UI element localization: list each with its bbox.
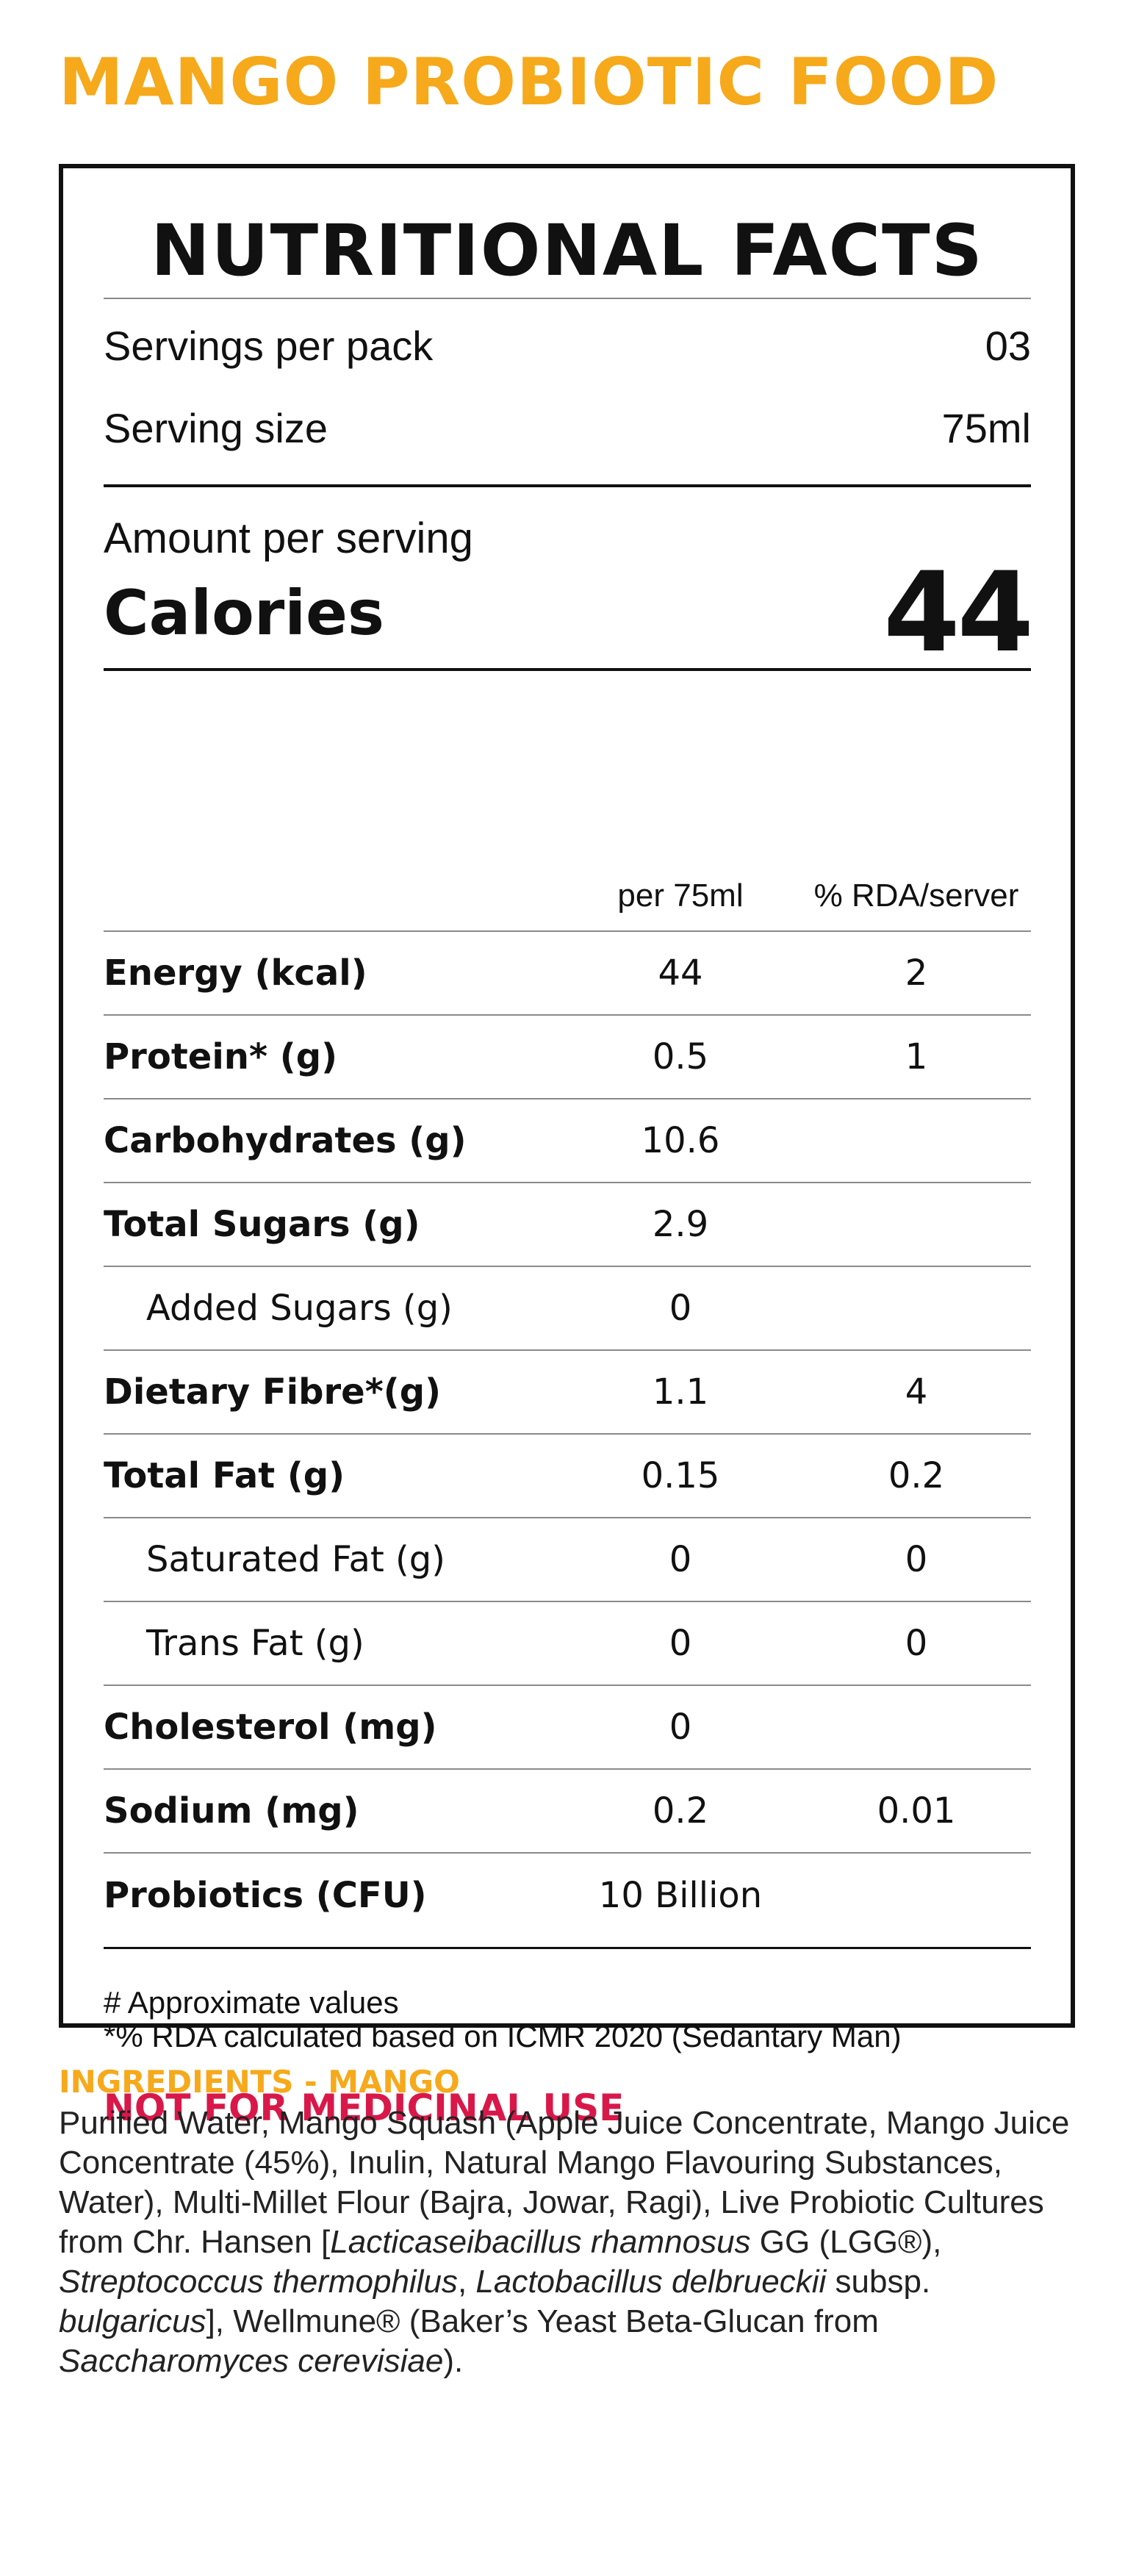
divider <box>104 668 1031 671</box>
servings-per-pack-label: Servings per pack <box>104 322 434 369</box>
nutrient-per-value: 0.2 <box>652 1790 709 1831</box>
nutrient-rda-value: 0.2 <box>888 1455 945 1496</box>
nutrient-label: Trans Fat (g) <box>146 1623 364 1664</box>
amount-per-serving: Amount per serving <box>104 514 473 562</box>
table-row: Probiotics (CFU) 10 Billion <box>104 1854 1031 1937</box>
ingredients-heading: INGREDIENTS - MANGO <box>59 2064 460 2100</box>
table-row: Trans Fat (g) 0 0 <box>104 1602 1031 1686</box>
table-row: Carbohydrates (g) 10.6 <box>104 1099 1031 1183</box>
nutrient-rda-value: 0.01 <box>877 1790 956 1831</box>
calories-label: Calories <box>104 577 385 649</box>
column-header-per-serving: per 75ml <box>617 878 744 914</box>
calories-value: 44 <box>883 549 1034 677</box>
serving-size-row: Serving size 75ml <box>104 395 1031 461</box>
nutrient-per-value: 0.5 <box>652 1036 709 1077</box>
footnote-approximate: # Approximate values <box>104 1985 399 2020</box>
table-row: Total Sugars (g) 2.9 <box>104 1183 1031 1267</box>
calories-row: Calories 44 <box>104 549 1034 677</box>
table-row: Sodium (mg) 0.2 0.01 <box>104 1770 1031 1854</box>
divider <box>104 1947 1031 1949</box>
column-header-rda: % RDA/server <box>813 878 1019 914</box>
nutrient-label: Total Sugars (g) <box>104 1204 420 1245</box>
panel-heading: NUTRITIONAL FACTS <box>151 209 984 292</box>
ingredients-text: Purified Water, Mango Squash (Apple Juic… <box>59 2105 1070 2379</box>
nutrient-label: Total Fat (g) <box>104 1455 345 1496</box>
nutrient-per-value: 10.6 <box>641 1120 720 1161</box>
table-row: Cholesterol (mg) 0 <box>104 1686 1031 1770</box>
divider <box>104 298 1031 299</box>
nutrient-per-value: 2.9 <box>652 1204 709 1245</box>
nutrient-label: Sodium (mg) <box>104 1790 359 1831</box>
nutrient-per-value: 0.15 <box>641 1455 720 1496</box>
nutrient-label: Cholesterol (mg) <box>104 1707 437 1748</box>
nutrient-per-value: 0 <box>669 1288 692 1329</box>
table-row: Total Fat (g) 0.15 0.2 <box>104 1435 1031 1518</box>
nutrient-table: Energy (kcal) 44 2 Protein* (g) 0.5 1 Ca… <box>104 932 1031 1937</box>
nutrient-per-value: 0 <box>669 1539 692 1580</box>
nutrition-facts-panel: NUTRITIONAL FACTS Servings per pack 03 S… <box>59 164 1075 2129</box>
nutrient-rda-value: 4 <box>905 1371 928 1413</box>
servings-per-pack-row: Servings per pack 03 <box>104 312 1031 378</box>
nutrient-rda-value: 1 <box>905 1036 928 1077</box>
nutrient-label: Saturated Fat (g) <box>146 1539 445 1580</box>
table-row: Protein* (g) 0.5 1 <box>104 1016 1031 1099</box>
nutrient-label: Carbohydrates (g) <box>104 1120 467 1161</box>
table-row: Dietary Fibre*(g) 1.1 4 <box>104 1351 1031 1435</box>
warning-text: NOT FOR MEDICINAL USE <box>104 2087 625 2129</box>
nutrient-label: Energy (kcal) <box>104 952 367 994</box>
product-title: MANGO PROBIOTIC FOOD <box>59 44 999 120</box>
servings-per-pack-value: 03 <box>985 322 1031 369</box>
table-row: Saturated Fat (g) 0 0 <box>104 1518 1031 1602</box>
footnote-rda: *% RDA calculated based on ICMR 2020 (Se… <box>104 2019 902 2053</box>
table-row: Energy (kcal) 44 2 <box>104 932 1031 1016</box>
nutrient-label: Dietary Fibre*(g) <box>104 1371 442 1413</box>
column-headers: per 75ml % RDA/server <box>104 863 1031 929</box>
serving-size-value: 75ml <box>941 404 1031 451</box>
table-row: Added Sugars (g) 0 <box>104 1267 1031 1351</box>
nutrient-rda-value: 0 <box>905 1539 928 1580</box>
nutrient-per-value: 10 Billion <box>598 1875 763 1916</box>
nutrient-label: Probiotics (CFU) <box>104 1875 427 1916</box>
nutrient-per-value: 1.1 <box>652 1371 709 1413</box>
nutrient-per-value: 44 <box>658 952 703 994</box>
nutrient-per-value: 0 <box>669 1623 692 1664</box>
divider <box>104 930 1031 932</box>
divider <box>104 484 1031 487</box>
nutrient-rda-value: 0 <box>905 1623 928 1664</box>
nutrient-per-value: 0 <box>669 1707 692 1748</box>
serving-size-label: Serving size <box>104 404 328 451</box>
nutrient-label: Added Sugars (g) <box>146 1288 453 1329</box>
nutrient-rda-value: 2 <box>905 952 928 994</box>
nutrient-label: Protein* (g) <box>104 1036 337 1077</box>
footnotes: # Approximate values *% RDA calculated b… <box>104 1986 1031 2053</box>
